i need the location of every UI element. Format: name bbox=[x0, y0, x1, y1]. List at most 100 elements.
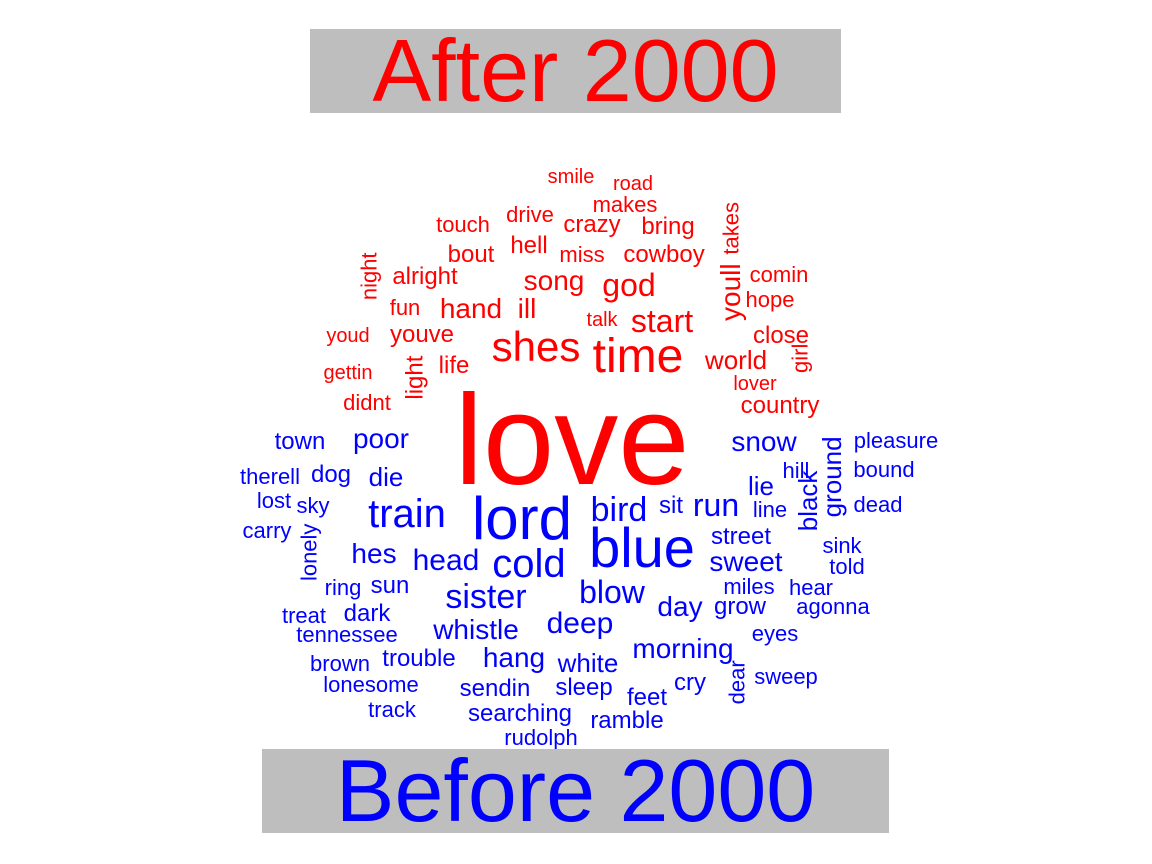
word-didnt: didnt bbox=[343, 390, 391, 415]
word-feet: feet bbox=[627, 684, 667, 711]
word-run: run bbox=[693, 487, 739, 523]
word-ill: ill bbox=[518, 293, 537, 324]
word-cry: cry bbox=[674, 669, 706, 696]
word-day: day bbox=[657, 591, 702, 622]
word-poor: poor bbox=[353, 423, 409, 454]
word-bout: bout bbox=[448, 241, 495, 268]
word-miles: miles bbox=[723, 574, 774, 599]
word-dog: dog bbox=[311, 461, 351, 488]
word-lonesome: lonesome bbox=[323, 672, 418, 697]
word-treat: treat bbox=[282, 603, 326, 628]
word-dear: dear bbox=[725, 660, 750, 704]
word-cowboy: cowboy bbox=[623, 241, 704, 268]
word-lost: lost bbox=[257, 488, 291, 513]
word-dead: dead bbox=[854, 492, 903, 517]
word-sleep: sleep bbox=[555, 674, 612, 701]
word-hell: hell bbox=[510, 232, 547, 259]
word-hill: hill bbox=[783, 458, 810, 483]
word-god: god bbox=[602, 267, 655, 303]
word-gettin: gettin bbox=[324, 362, 373, 384]
word-trouble: trouble bbox=[382, 645, 455, 672]
word-lie: lie bbox=[748, 471, 774, 501]
word-drive: drive bbox=[506, 202, 554, 227]
word-youd: youd bbox=[326, 325, 369, 347]
word-blow: blow bbox=[579, 574, 646, 610]
word-hes: hes bbox=[351, 538, 396, 569]
word-comin: comin bbox=[750, 262, 809, 287]
word-talk: talk bbox=[586, 309, 618, 331]
word-fun: fun bbox=[390, 295, 421, 320]
word-makes: makes bbox=[593, 192, 658, 217]
word-blue: blue bbox=[589, 516, 695, 579]
word-bound: bound bbox=[853, 457, 914, 482]
word-road: road bbox=[613, 173, 653, 195]
word-deep: deep bbox=[547, 607, 614, 640]
word-therell: therell bbox=[240, 464, 300, 489]
word-snow: snow bbox=[731, 426, 797, 457]
word-hand: hand bbox=[440, 293, 502, 324]
word-pleasure: pleasure bbox=[854, 428, 938, 453]
word-touch: touch bbox=[436, 212, 490, 237]
word-youve: youve bbox=[390, 321, 454, 348]
word-rudolph: rudolph bbox=[504, 725, 577, 750]
word-hear: hear bbox=[789, 575, 833, 600]
word-sky: sky bbox=[297, 493, 330, 518]
word-whistle: whistle bbox=[432, 614, 519, 645]
word-line: line bbox=[753, 497, 787, 522]
word-sweep: sweep bbox=[754, 664, 818, 689]
word-crazy: crazy bbox=[563, 211, 620, 238]
word-shes: shes bbox=[492, 323, 581, 370]
word-sun: sun bbox=[371, 572, 410, 599]
word-world: world bbox=[704, 345, 767, 375]
word-agonna: agonna bbox=[796, 594, 870, 619]
word-youll: youll bbox=[715, 263, 746, 321]
word-bring: bring bbox=[641, 213, 694, 240]
word-close: close bbox=[753, 322, 809, 349]
word-light: light bbox=[401, 355, 428, 399]
word-tennessee: tennessee bbox=[296, 622, 398, 647]
word-miss: miss bbox=[559, 242, 604, 267]
word-start: start bbox=[631, 303, 693, 339]
word-bird: bird bbox=[591, 491, 648, 529]
word-smile: smile bbox=[548, 166, 595, 188]
word-alright: alright bbox=[392, 263, 458, 290]
word-night: night bbox=[357, 252, 382, 300]
before-2000-header: Before 2000 bbox=[262, 741, 889, 840]
word-love: love bbox=[455, 369, 690, 512]
after-2000-label: After 2000 bbox=[372, 21, 779, 120]
word-time: time bbox=[593, 330, 684, 383]
word-hope: hope bbox=[746, 287, 795, 312]
before-2000-label: Before 2000 bbox=[335, 741, 816, 840]
word-train: train bbox=[368, 492, 446, 536]
word-told: told bbox=[829, 554, 864, 579]
word-hang: hang bbox=[483, 642, 545, 673]
word-lonely: lonely bbox=[297, 524, 322, 581]
word-die: die bbox=[369, 462, 404, 492]
word-dark: dark bbox=[344, 600, 392, 627]
word-white: white bbox=[557, 648, 619, 678]
word-sit: sit bbox=[659, 492, 683, 519]
after-2000-header: After 2000 bbox=[310, 21, 841, 120]
word-song: song bbox=[524, 265, 585, 296]
word-lover: lover bbox=[733, 373, 777, 395]
word-ring: ring bbox=[325, 575, 362, 600]
word-street: street bbox=[711, 523, 771, 550]
word-brown: brown bbox=[310, 651, 370, 676]
word-cold: cold bbox=[492, 542, 565, 586]
word-head: head bbox=[413, 544, 480, 577]
word-morning: morning bbox=[632, 633, 733, 664]
word-sister: sister bbox=[445, 578, 526, 616]
word-ground: ground bbox=[817, 436, 847, 517]
word-ramble: ramble bbox=[590, 707, 663, 734]
word-takes: takes bbox=[719, 202, 744, 255]
word-track: track bbox=[368, 697, 417, 722]
word-grow: grow bbox=[714, 593, 767, 620]
word-sendin: sendin bbox=[460, 675, 531, 702]
word-girl: girl bbox=[788, 344, 813, 373]
word-sweet: sweet bbox=[709, 546, 782, 577]
word-town: town bbox=[275, 428, 326, 455]
word-life: life bbox=[439, 352, 470, 379]
word-carry: carry bbox=[243, 518, 292, 543]
word-searching: searching bbox=[468, 700, 572, 727]
